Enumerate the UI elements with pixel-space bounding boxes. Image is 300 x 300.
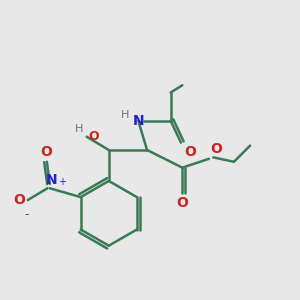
Text: H: H <box>120 110 129 120</box>
Text: O: O <box>13 193 25 207</box>
Text: -: - <box>24 208 28 221</box>
Text: +: + <box>58 177 66 187</box>
Text: O: O <box>184 145 196 159</box>
Text: O: O <box>88 130 99 143</box>
Text: O: O <box>176 196 188 210</box>
Text: N: N <box>46 173 57 187</box>
Text: O: O <box>40 145 52 159</box>
Text: O: O <box>210 142 222 156</box>
Text: H: H <box>75 124 84 134</box>
Text: N: N <box>132 114 144 128</box>
